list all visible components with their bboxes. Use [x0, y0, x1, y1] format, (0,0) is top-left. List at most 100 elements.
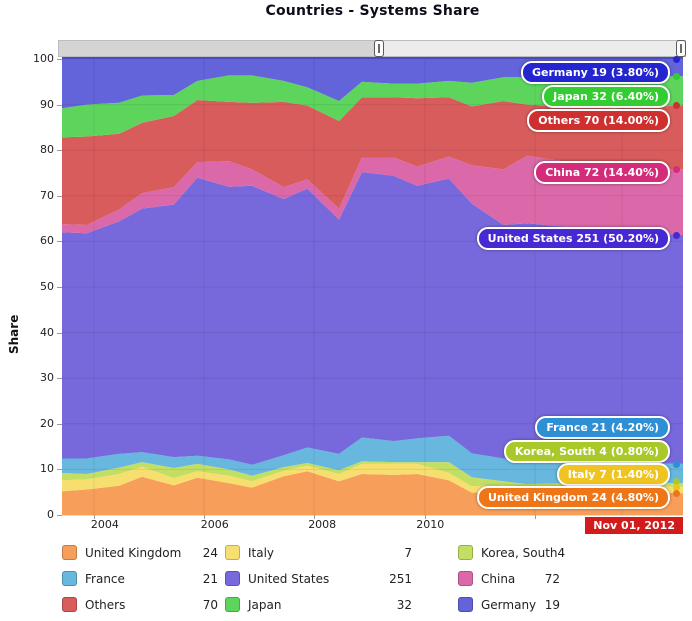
- y-tick-mark: [57, 332, 62, 334]
- legend-item-japan[interactable]: Japan 32: [225, 596, 412, 613]
- legend-label: United Kingdom: [85, 545, 182, 560]
- balloon-others: Others 70 (14.00%): [527, 109, 670, 132]
- balloon-italy: Italy 7 (1.40%): [556, 463, 670, 486]
- x-tick-label: 2006: [200, 518, 229, 531]
- x-tick-mark: [314, 515, 315, 519]
- area-china[interactable]: [62, 155, 683, 235]
- cursor-date-label: Nov 01, 2012: [585, 517, 683, 534]
- area-others[interactable]: [62, 97, 683, 225]
- bullet-united-kingdom: [673, 490, 680, 497]
- legend-swatch: [458, 597, 473, 612]
- legend-swatch: [458, 571, 473, 586]
- legend-value: 70: [202, 597, 218, 612]
- y-tick-mark: [57, 195, 62, 197]
- y-tick-mark: [57, 515, 62, 516]
- legend-swatch: [62, 597, 77, 612]
- scrollbar-selected-range: [59, 41, 377, 56]
- chart-title: Countries - Systems Share: [265, 3, 480, 19]
- y-tick-label: 50: [40, 280, 54, 293]
- y-tick-label: 70: [40, 188, 54, 202]
- y-tick-label: 90: [40, 97, 54, 111]
- legend-item-korea-south[interactable]: Korea, South 4: [458, 544, 565, 561]
- legend-item-france[interactable]: France 21: [62, 570, 218, 587]
- legend-value: 4: [557, 545, 566, 560]
- y-tick-label: 60: [40, 234, 54, 248]
- scrollbar-left-handle[interactable]: [374, 40, 384, 57]
- legend-label: Japan: [248, 597, 282, 612]
- bullet-france: [673, 461, 680, 468]
- legend-label: Italy: [248, 545, 275, 560]
- legend-value: 32: [396, 597, 412, 612]
- legend-item-germany[interactable]: Germany 19: [458, 596, 560, 613]
- x-tick-label: 2004: [90, 518, 119, 531]
- y-tick-label: 10: [40, 462, 54, 476]
- legend-value: 19: [544, 597, 560, 612]
- balloon-germany: Germany 19 (3.80%): [521, 61, 670, 84]
- y-axis-title: Share: [7, 314, 21, 354]
- bullet-others: [673, 102, 680, 109]
- area-france[interactable]: [62, 435, 683, 484]
- legend-value: 72: [544, 571, 560, 586]
- legend-item-united-states[interactable]: United States 251: [225, 570, 412, 587]
- legend-swatch: [225, 597, 240, 612]
- legend-label: France: [85, 571, 125, 586]
- x-tick-label: 2010: [416, 518, 445, 531]
- legend-item-china[interactable]: China 72: [458, 570, 560, 587]
- bullet-korea-south: [673, 478, 680, 485]
- plot-top-border: [62, 57, 683, 59]
- y-tick-mark: [57, 241, 62, 243]
- y-tick-mark: [57, 287, 62, 288]
- legend-value: 7: [404, 545, 412, 560]
- y-tick-label: 40: [40, 325, 54, 339]
- legend-value: 251: [389, 571, 412, 586]
- legend-item-united-kingdom[interactable]: United Kingdom 24: [62, 544, 218, 561]
- scrollbar-right-handle[interactable]: [676, 40, 686, 57]
- x-tick-mark: [424, 515, 426, 519]
- timeline-scrollbar[interactable]: [58, 40, 686, 57]
- y-tick-label: 20: [40, 416, 54, 430]
- y-tick-mark: [57, 59, 62, 60]
- balloon-united-states: United States 251 (50.20%): [476, 227, 670, 250]
- bullet-italy: [673, 484, 680, 491]
- bullet-china: [673, 166, 680, 173]
- y-tick-label: 0: [47, 508, 54, 521]
- legend-label: China: [481, 571, 516, 586]
- y-tick-mark: [57, 378, 62, 380]
- x-tick-mark: [93, 515, 95, 519]
- y-tick-mark: [57, 423, 62, 425]
- area-japan[interactable]: [62, 75, 683, 138]
- x-tick-mark: [535, 515, 537, 519]
- legend-swatch: [62, 545, 77, 560]
- legend-value: 21: [202, 571, 218, 586]
- legend-item-italy[interactable]: Italy 7: [225, 544, 412, 561]
- legend-label: Others: [85, 597, 126, 612]
- bullet-japan: [673, 73, 680, 80]
- y-tick-mark: [57, 469, 62, 471]
- y-tick-label: 80: [40, 143, 54, 157]
- x-axis-line: [62, 515, 683, 516]
- balloon-china: China 72 (14.40%): [534, 161, 670, 184]
- balloon-france: France 21 (4.20%): [535, 416, 670, 439]
- legend-swatch: [62, 571, 77, 586]
- x-tick-mark: [203, 515, 205, 519]
- y-tick-label: 30: [40, 371, 54, 385]
- legend-swatch: [225, 571, 240, 586]
- balloon-united-kingdom: United Kingdom 24 (4.80%): [476, 486, 670, 509]
- bullet-united-states: [673, 232, 680, 239]
- legend-swatch: [225, 545, 240, 560]
- legend-label: United States: [248, 571, 330, 586]
- area-korea-south[interactable]: [62, 461, 683, 487]
- balloon-japan: Japan 32 (6.40%): [542, 85, 670, 108]
- legend-value: 24: [202, 545, 218, 560]
- x-axis: 2004 2006 2008 2010: [62, 515, 683, 534]
- y-tick-label: 100: [33, 52, 54, 65]
- x-tick-label: 2008: [308, 518, 337, 531]
- legend-label: Korea, South: [481, 545, 558, 560]
- balloon-korea-south: Korea, South 4 (0.80%): [503, 440, 670, 463]
- bullet-germany: [673, 56, 680, 63]
- y-tick-mark: [57, 104, 62, 106]
- y-tick-mark: [57, 150, 62, 152]
- legend-label: Germany: [481, 597, 537, 612]
- legend-item-others[interactable]: Others 70: [62, 596, 218, 613]
